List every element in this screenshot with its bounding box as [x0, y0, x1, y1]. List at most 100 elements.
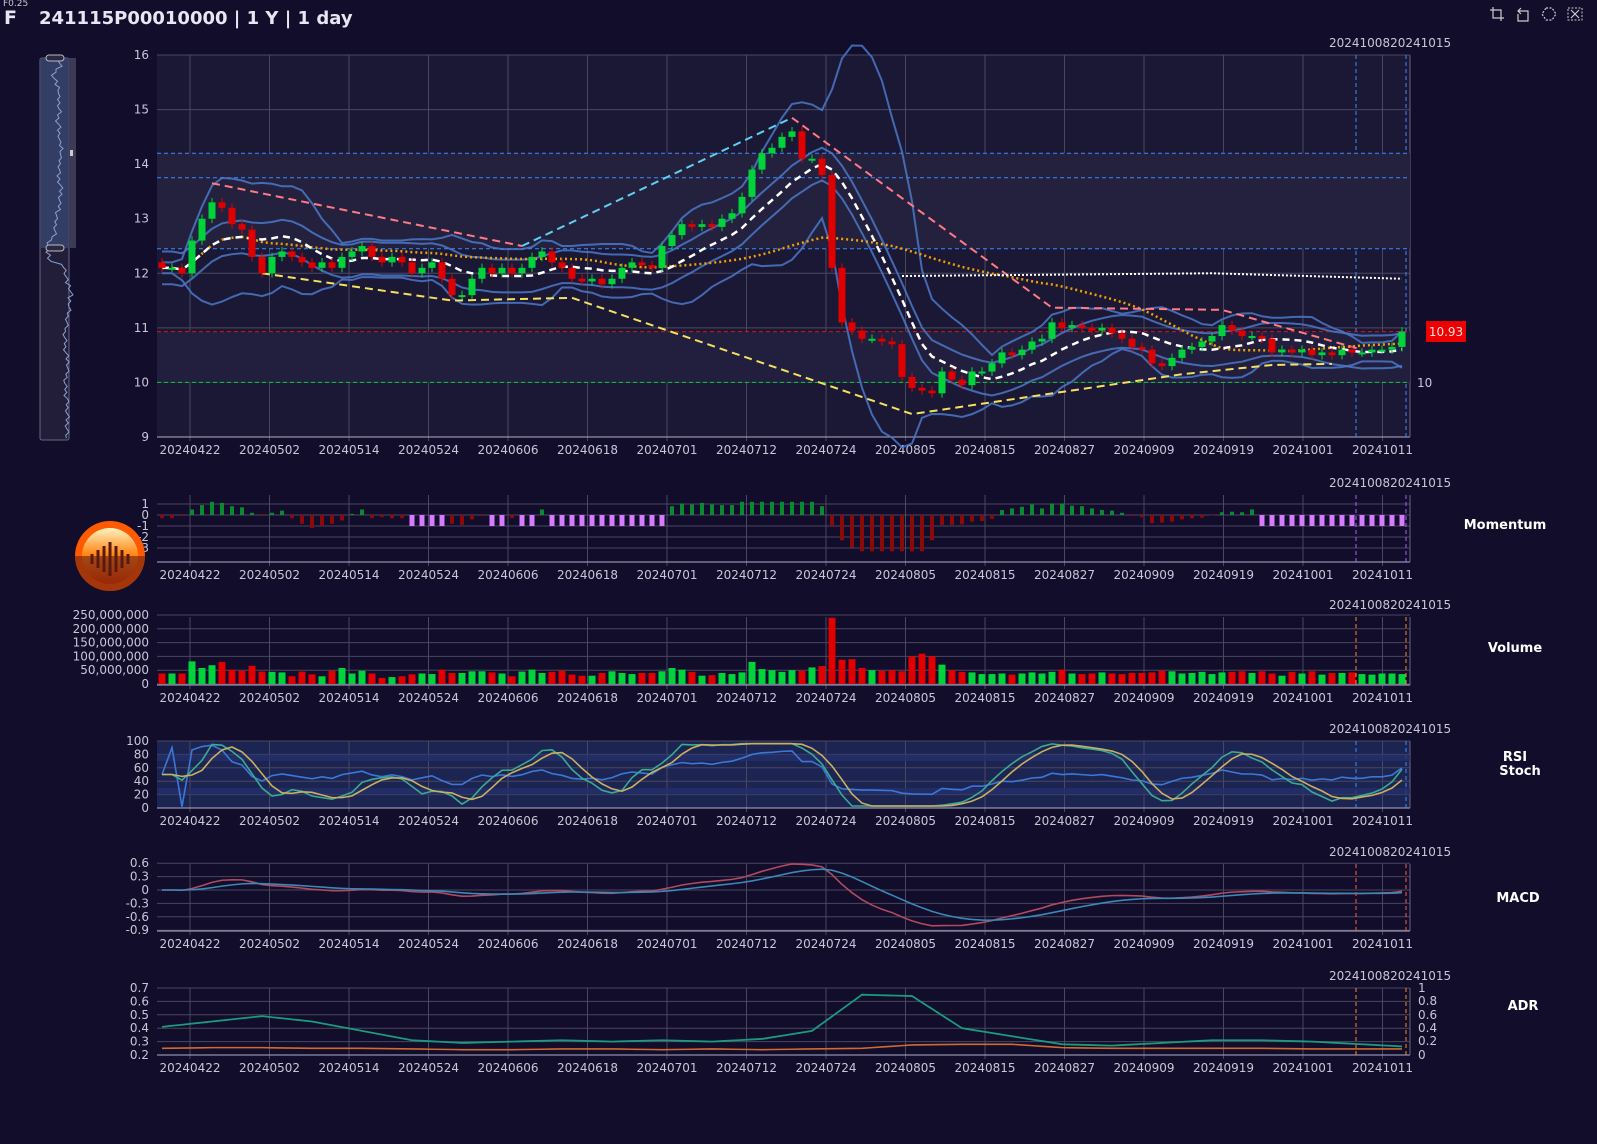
candle-body — [368, 246, 376, 257]
y-tick-label: 11 — [134, 321, 149, 335]
momentum-bar — [740, 501, 744, 515]
back-icon[interactable] — [1515, 6, 1531, 22]
momentum-signal-bar — [1319, 515, 1325, 526]
momentum-signal-bar — [1279, 515, 1285, 526]
x-tick-label: 20240606 — [477, 443, 538, 457]
candle-body — [698, 224, 706, 227]
y-tick-label: 16 — [134, 48, 149, 62]
momentum-bar — [470, 515, 474, 520]
momentum-bar — [200, 505, 204, 515]
y-tick-label: 100,000,000 — [73, 649, 149, 663]
x-tick-label: 20240618 — [557, 814, 618, 828]
candle-body — [1268, 338, 1276, 353]
candle-body — [1178, 349, 1186, 358]
x-tick-label: 20240712 — [716, 568, 777, 582]
momentum-signal-bar — [1389, 515, 1395, 526]
candle-body — [768, 147, 776, 154]
volume-bar — [858, 667, 866, 684]
volume-bar — [348, 673, 356, 684]
candle-body — [1138, 346, 1146, 350]
momentum-bar — [330, 515, 334, 524]
volume-bar — [518, 671, 526, 684]
momentum-signal-bar — [529, 515, 535, 526]
x-tick-label: 20241011 — [1352, 568, 1413, 582]
candle-body — [968, 371, 976, 386]
volume-bar — [158, 673, 166, 684]
momentum-bar — [990, 515, 994, 519]
y-tick-label: 80 — [134, 747, 149, 761]
candle-body — [408, 262, 416, 274]
candle-body — [1068, 325, 1076, 328]
candle-body — [1258, 336, 1266, 339]
x-tick-label: 20241001 — [1272, 691, 1333, 705]
volume-bar — [778, 671, 786, 684]
toolbar — [1489, 6, 1583, 22]
candle-body — [1238, 330, 1246, 337]
clear-icon[interactable] — [1567, 6, 1583, 22]
momentum-bar — [1050, 503, 1054, 515]
volume-bar — [868, 670, 876, 684]
momentum-bar — [720, 505, 724, 515]
momentum-bar — [690, 504, 694, 515]
x-tick-label: 20240724 — [795, 1061, 856, 1075]
candle-body — [448, 278, 456, 296]
y-tick-label: 50,000,000 — [80, 663, 149, 677]
y2-tick-label: 1 — [1418, 981, 1426, 995]
candle-body — [188, 240, 196, 274]
x-tick-label: 20240502 — [239, 814, 300, 828]
candle-body — [1118, 333, 1126, 339]
volume-bar — [1088, 673, 1096, 684]
volume-bar — [1228, 671, 1236, 684]
candle-body — [858, 330, 866, 339]
momentum-panel-label: Momentum — [1463, 518, 1547, 533]
volume-bar — [1008, 674, 1016, 684]
candle-body — [268, 256, 276, 274]
x-tick-label: 20240422 — [159, 691, 220, 705]
x-tick-label: 20240422 — [159, 443, 220, 457]
rsi-panel-background — [157, 741, 1410, 808]
y-tick-label: 1 — [141, 497, 149, 511]
volume-bar — [1398, 674, 1406, 684]
volume-bar — [178, 673, 186, 684]
momentum-signal-bar — [1349, 515, 1355, 526]
candle-body — [1158, 363, 1166, 367]
momentum-bar — [1040, 508, 1044, 515]
volume-bar — [288, 676, 296, 684]
volume-bar — [408, 674, 416, 684]
momentum-signal-bar — [409, 515, 415, 526]
volume-bar — [428, 674, 436, 684]
momentum-signal-bar — [559, 515, 565, 526]
volume-bar — [338, 667, 346, 684]
candle-body — [1098, 327, 1106, 331]
volume-bar — [1178, 673, 1186, 684]
x-tick-label: 20240909 — [1113, 691, 1174, 705]
candle-body — [1218, 325, 1226, 337]
volume-bar — [278, 672, 286, 684]
adr-panel — [157, 987, 1411, 1059]
candle-body — [798, 131, 806, 159]
volume-bar — [788, 670, 796, 684]
momentum-signal-bar — [549, 515, 555, 526]
trend-line — [261, 272, 1333, 416]
x-tick-label: 20240606 — [477, 937, 538, 951]
volume-bar — [578, 675, 586, 684]
last-price-tag — [1426, 321, 1466, 342]
candle-body — [548, 251, 556, 263]
volume-bar — [558, 670, 566, 684]
volume-bar — [598, 672, 606, 684]
volume-bar — [1298, 673, 1306, 684]
y-tick-label: 12 — [134, 266, 149, 280]
candle-body — [158, 262, 166, 268]
crop-icon[interactable] — [1489, 6, 1505, 22]
navigator-handle[interactable] — [45, 54, 65, 62]
x-tick-label: 20240701 — [636, 691, 697, 705]
candle-body — [928, 390, 936, 394]
volume-bar — [808, 667, 816, 684]
y-tick-label: 60 — [134, 761, 149, 775]
momentum-bar — [1100, 510, 1104, 515]
x-tick-label: 20240524 — [398, 1061, 459, 1075]
momentum-bar — [910, 515, 914, 552]
chart-header: F 241115P00010000 | 1 Y | 1 day — [4, 6, 353, 30]
navigator-handle[interactable] — [45, 244, 65, 252]
